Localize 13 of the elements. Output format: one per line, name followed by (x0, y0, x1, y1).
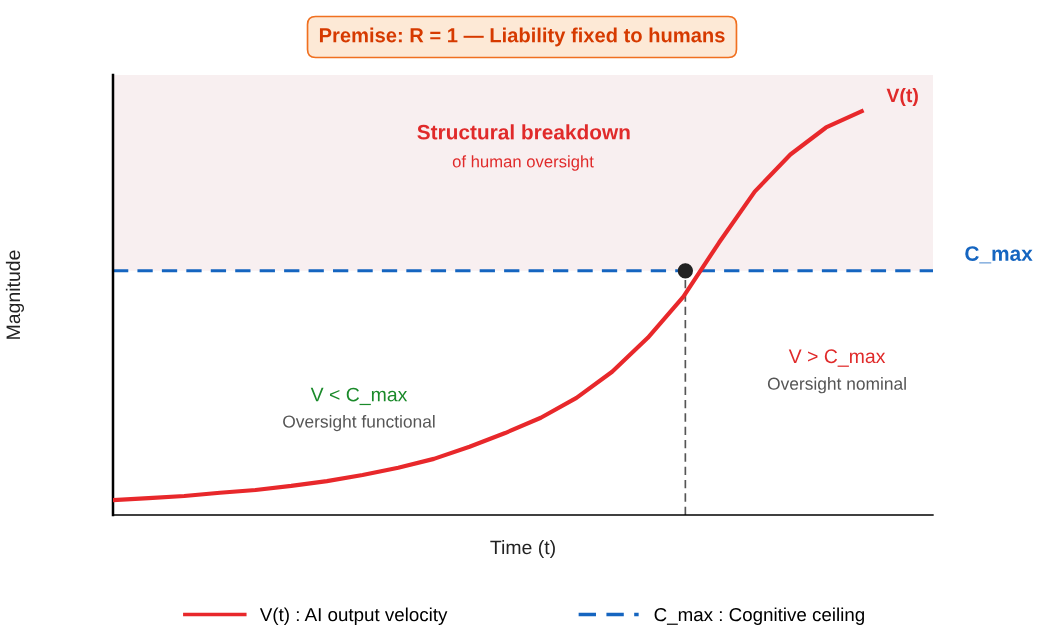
ref-line-label: C_max (965, 246, 1033, 264)
text: C_max : Cognitive ceiling (654, 607, 864, 625)
chart-title: Premise: R = 1 — Liability fixed to humans (319, 27, 725, 47)
annotation: Structural breakdown (417, 124, 630, 140)
text: V(t) (886, 87, 918, 107)
annotation: Oversight nominal (767, 377, 906, 394)
x-axis-title: Time (t) (490, 540, 555, 559)
annotation: V < C_max (310, 387, 408, 406)
annotation: Oversight functional (283, 414, 435, 432)
y-axis-title: Magnitude (5, 250, 24, 339)
legend-label: V(t) : AI output velocity (259, 607, 448, 625)
annotation: V > C_max (788, 349, 886, 367)
annotation: of human oversight (452, 155, 594, 171)
